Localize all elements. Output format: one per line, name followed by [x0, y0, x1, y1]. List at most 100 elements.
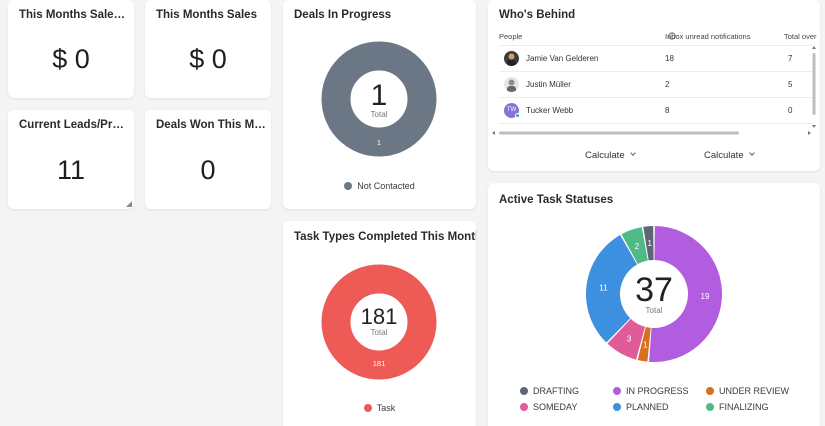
horizontal-scrollbar[interactable]	[490, 130, 814, 136]
slice-label: 19	[701, 292, 710, 301]
person-name: Tucker Webb	[526, 106, 574, 115]
legend-label: UNDER REVIEW	[719, 386, 790, 396]
legend-label: FINALIZING	[719, 402, 769, 412]
legend-item-planned[interactable]: PLANNED	[613, 402, 669, 412]
legend-item-task[interactable]: Task	[363, 403, 396, 413]
legend-dot	[706, 403, 714, 411]
vertical-scrollbar[interactable]	[811, 44, 817, 130]
donut-slice-task[interactable]	[321, 264, 437, 380]
legend-item-drafting[interactable]: DRAFTING	[520, 386, 579, 396]
donut-slice-in-progress[interactable]	[649, 226, 722, 362]
legend-dot	[520, 387, 528, 395]
info-icon[interactable]	[668, 32, 676, 40]
deals-donut-chart: 1 Total 1	[321, 41, 437, 157]
center-value: 37	[635, 271, 673, 309]
table-row[interactable]: Jamie Van Gelderen 18 7	[499, 45, 814, 71]
person-name: Justin Müller	[526, 80, 571, 89]
deals-in-progress-card[interactable]: Deals In Progress 1 Total 1 Not Contacte…	[283, 0, 476, 209]
card-value: $ 0	[189, 44, 227, 74]
legend-item-finalizing[interactable]: FINALIZING	[706, 402, 769, 412]
legend-item-under-review[interactable]: UNDER REVIEW	[706, 386, 789, 396]
center-label: Total	[371, 110, 388, 119]
table-header: People Inbox unread notifications Total …	[499, 32, 820, 44]
scrollbar-thumb	[812, 53, 816, 115]
leads-card[interactable]: Current Leads/Pros... 11	[8, 110, 134, 209]
sales-card-2[interactable]: This Months Sales $ 0	[145, 0, 271, 98]
card-value: $ 0	[52, 44, 90, 74]
donut-slice-not-contacted[interactable]	[321, 41, 437, 157]
avatar	[504, 51, 519, 66]
legend-dot	[613, 403, 621, 411]
slice-label: 1	[647, 239, 652, 248]
donut-slice-under-review[interactable]	[637, 327, 651, 362]
column-header-unread[interactable]: Inbox unread notifications	[665, 32, 750, 41]
total-over: 7	[788, 54, 793, 63]
column-header-people[interactable]: People	[499, 32, 523, 41]
legend-item-not-contacted[interactable]: Not Contacted	[344, 181, 415, 191]
resize-handle-icon[interactable]	[126, 201, 132, 207]
card-title: Deals Won This Mo...	[156, 119, 266, 131]
legend-dot	[613, 387, 621, 395]
legend-label: DRAFTING	[533, 386, 579, 396]
card-value: 11	[56, 155, 86, 185]
calculate-dropdown-2[interactable]: Calculate	[704, 150, 755, 161]
calculate-label: Calculate	[585, 150, 625, 161]
sales-card-1[interactable]: This Months Sales ... $ 0	[8, 0, 134, 98]
legend-label: Task	[376, 403, 396, 413]
column-header-label: Inbox unread notifications	[665, 32, 751, 41]
legend-dot	[520, 403, 528, 411]
scrollbar-thumb	[499, 131, 739, 135]
unread-count: 18	[665, 54, 674, 63]
donut-slice-drafting[interactable]	[643, 226, 654, 261]
total-over: 5	[788, 80, 793, 89]
status-dot	[515, 113, 520, 118]
legend: Task	[283, 403, 476, 413]
donut-slice-someday[interactable]	[607, 318, 646, 360]
unread-count: 8	[665, 106, 670, 115]
donut-slice-planned[interactable]	[586, 235, 638, 343]
card-title: Who's Behind	[499, 9, 576, 21]
task-types-card[interactable]: Task Types Completed This Month 181 Tota…	[283, 221, 476, 426]
legend-label: SOMEDAY	[533, 402, 578, 412]
table-row[interactable]: TW Tucker Webb 8 0	[499, 97, 814, 123]
slice-label: 181	[373, 359, 386, 368]
center-value: 181	[361, 304, 398, 329]
slice-label: 3	[627, 335, 632, 344]
card-title: Current Leads/Pros...	[19, 119, 129, 131]
scroll-right-icon	[808, 131, 811, 135]
active-task-statuses-card[interactable]: Active Task Statuses 19 1 3 11 2 1 37 Total D…	[488, 183, 820, 426]
unread-count: 2	[665, 80, 670, 89]
avatar-initials: TW	[506, 107, 517, 113]
table-row[interactable]: Justin Müller 2 5	[499, 71, 814, 97]
scroll-up-icon	[812, 46, 816, 49]
table-row[interactable]	[499, 123, 814, 129]
donut-slice-finalizing[interactable]	[621, 227, 648, 265]
scroll-left-icon	[492, 131, 495, 135]
center-value: 1	[371, 79, 388, 112]
center-label: Total	[646, 306, 663, 315]
legend: Not Contacted	[283, 181, 476, 191]
deals-won-card[interactable]: Deals Won This Mo... 0	[145, 110, 271, 209]
column-header-total[interactable]: Total over	[784, 32, 817, 41]
legend-item-in-progress[interactable]: IN PROGRESS	[613, 386, 689, 396]
legend-label: PLANNED	[626, 402, 669, 412]
center-label: Total	[371, 328, 388, 337]
legend-dot	[344, 182, 353, 190]
person-name: Jamie Van Gelderen	[526, 54, 599, 63]
legend-label: Not Contacted	[357, 181, 415, 191]
card-title: This Months Sales ...	[19, 9, 129, 21]
scroll-down-icon	[812, 125, 816, 128]
legend-label: IN PROGRESS	[626, 386, 689, 396]
legend-dot	[363, 404, 372, 412]
card-title: This Months Sales	[156, 9, 257, 21]
legend-item-someday[interactable]: SOMEDAY	[520, 402, 577, 412]
avatar	[504, 77, 519, 92]
whos-behind-card[interactable]: Who's Behind People Inbox unread notific…	[488, 0, 820, 171]
slice-label: 1	[377, 138, 381, 147]
legend-dot	[706, 387, 714, 395]
total-over: 0	[788, 106, 793, 115]
chevron-down-icon	[629, 150, 636, 156]
calculate-dropdown-1[interactable]: Calculate	[585, 150, 636, 161]
calculate-label: Calculate	[704, 150, 744, 161]
